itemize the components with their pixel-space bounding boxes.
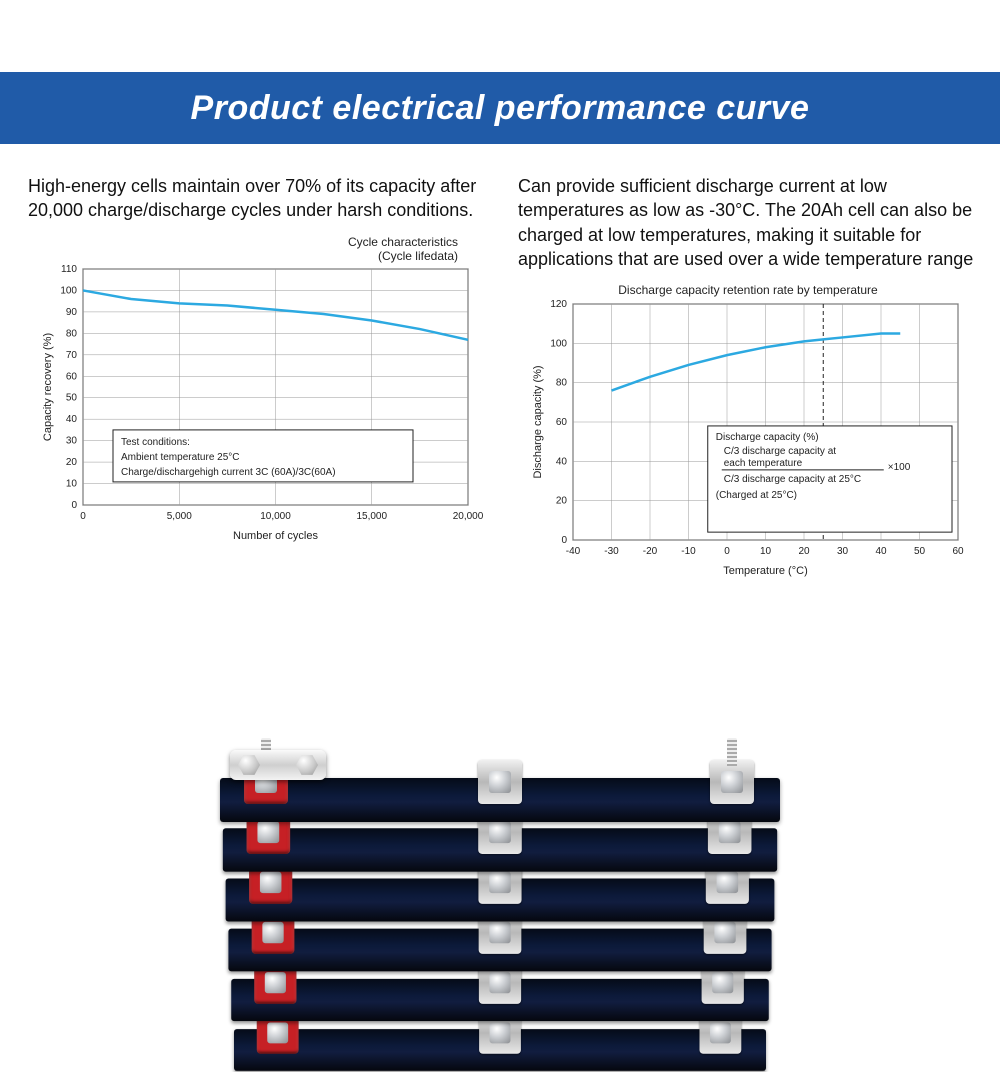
- svg-text:60: 60: [556, 417, 568, 428]
- svg-text:Number of cycles: Number of cycles: [233, 530, 318, 542]
- svg-text:100: 100: [550, 338, 567, 349]
- svg-text:100: 100: [60, 286, 77, 297]
- temp-chart: Discharge capacity retention rate by tem…: [518, 283, 978, 582]
- svg-text:Charge/dischargehigh current 3: Charge/dischargehigh current 3C (60A)/3C…: [121, 467, 336, 478]
- right-description: Can provide sufficient discharge current…: [518, 174, 978, 271]
- svg-text:20: 20: [556, 495, 568, 506]
- svg-text:40: 40: [875, 546, 887, 557]
- svg-text:(Charged at 25°C): (Charged at 25°C): [716, 490, 797, 501]
- svg-text:Discharge capacity (%): Discharge capacity (%): [532, 365, 544, 478]
- svg-text:Ambient temperature 25°C: Ambient temperature 25°C: [121, 452, 240, 463]
- battery-photo: [0, 742, 1000, 1072]
- svg-text:90: 90: [66, 307, 78, 318]
- left-description: High-energy cells maintain over 70% of i…: [28, 174, 488, 223]
- svg-text:15,000: 15,000: [356, 511, 387, 522]
- svg-text:each temperature: each temperature: [724, 458, 803, 469]
- svg-text:C/3 discharge capacity at: C/3 discharge capacity at: [724, 446, 837, 457]
- svg-text:120: 120: [550, 299, 567, 310]
- svg-text:0: 0: [724, 546, 730, 557]
- svg-text:60: 60: [66, 372, 78, 383]
- battery-cell: [220, 778, 780, 822]
- svg-text:-10: -10: [681, 546, 696, 557]
- battery-stack: [220, 742, 780, 1072]
- svg-text:30: 30: [66, 436, 78, 447]
- svg-text:Test conditions:: Test conditions:: [121, 437, 190, 448]
- left-column: High-energy cells maintain over 70% of i…: [28, 174, 488, 583]
- svg-text:-20: -20: [643, 546, 658, 557]
- svg-text:20: 20: [66, 457, 78, 468]
- svg-text:50: 50: [914, 546, 926, 557]
- page-title: Product electrical performance curve: [191, 89, 810, 128]
- svg-text:Capacity recovery (%): Capacity recovery (%): [42, 333, 54, 441]
- battery-cell: [231, 979, 769, 1021]
- chart-title-l2: (Cycle lifedata): [378, 249, 458, 263]
- svg-text:40: 40: [66, 415, 78, 426]
- temp-chart-svg: -40 -30 -20 -10 0 10 20 30 40 50 60 0 20 40 60 80 100 120…: [518, 298, 978, 578]
- battery-cell: [226, 878, 775, 921]
- terminal: [478, 760, 522, 804]
- svg-text:110: 110: [61, 264, 77, 275]
- cycle-chart: Cycle characteristics (Cycle lifedata) 0…: [28, 235, 488, 549]
- svg-text:10: 10: [66, 479, 78, 490]
- svg-text:0: 0: [71, 500, 77, 511]
- svg-text:10,000: 10,000: [260, 511, 291, 522]
- charts-row: High-energy cells maintain over 70% of i…: [0, 144, 1000, 583]
- svg-text:80: 80: [66, 329, 78, 340]
- svg-text:5,000: 5,000: [167, 511, 192, 522]
- svg-text:-30: -30: [604, 546, 619, 557]
- svg-text:0: 0: [561, 535, 567, 546]
- svg-text:70: 70: [66, 350, 78, 361]
- battery-cell: [223, 828, 777, 872]
- busbar: [230, 750, 326, 780]
- svg-text:10: 10: [760, 546, 772, 557]
- cycle-chart-svg: 0 5,000 10,000 15,000 20,000 0 10 20 30 40 50 60 70 8…: [28, 263, 488, 543]
- terminal: [710, 760, 754, 804]
- right-column: Can provide sufficient discharge current…: [518, 174, 978, 583]
- battery-cell: [234, 1029, 766, 1071]
- svg-text:40: 40: [556, 456, 568, 467]
- svg-text:20,000: 20,000: [453, 511, 484, 522]
- svg-text:0: 0: [80, 511, 86, 522]
- svg-text:50: 50: [66, 393, 78, 404]
- svg-text:Temperature (°C): Temperature (°C): [723, 565, 807, 577]
- svg-text:×100: ×100: [888, 462, 911, 473]
- battery-cell: [228, 929, 771, 972]
- svg-text:30: 30: [837, 546, 849, 557]
- cycle-chart-title: Cycle characteristics (Cycle lifedata): [28, 235, 488, 264]
- svg-text:60: 60: [952, 546, 964, 557]
- svg-text:C/3 discharge capacity at 25°C: C/3 discharge capacity at 25°C: [724, 474, 861, 485]
- svg-text:Discharge capacity (%): Discharge capacity (%): [716, 432, 819, 443]
- svg-text:80: 80: [556, 377, 568, 388]
- header-band: Product electrical performance curve: [0, 72, 1000, 144]
- svg-text:-40: -40: [566, 546, 581, 557]
- chart-title-l1: Cycle characteristics: [348, 235, 458, 249]
- temp-chart-title: Discharge capacity retention rate by tem…: [518, 283, 978, 297]
- svg-text:20: 20: [798, 546, 810, 557]
